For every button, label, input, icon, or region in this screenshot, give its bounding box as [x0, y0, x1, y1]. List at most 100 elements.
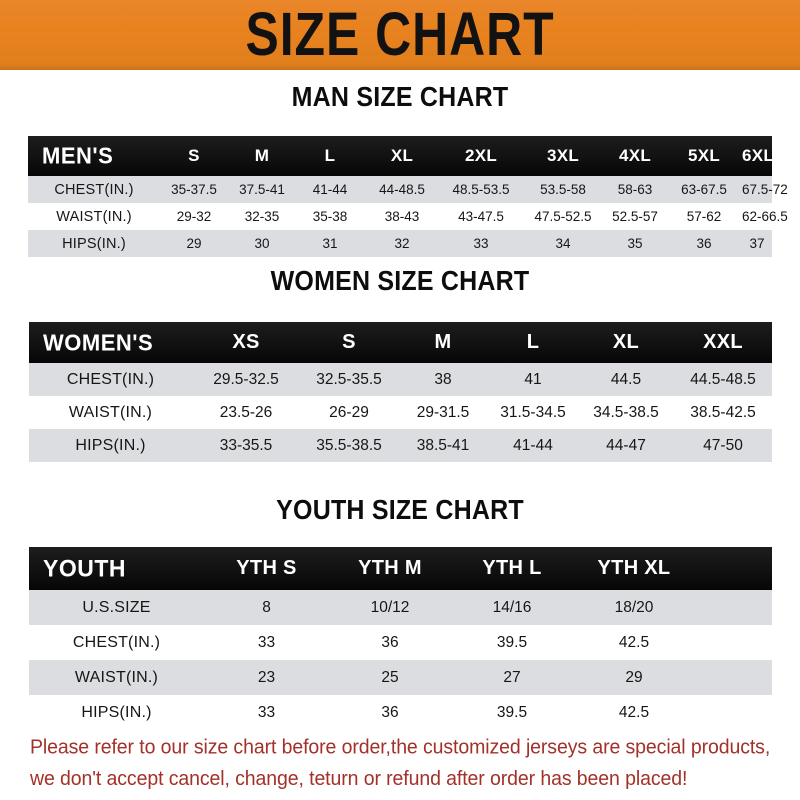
table-row: CHEST(IN.) 29.5-32.5 32.5-35.5 38 41 44.…	[29, 363, 772, 396]
women-waist-xl: 34.5-38.5	[593, 403, 659, 421]
table-row: CHEST(IN.) 35-37.5 37.5-41 41-44 44-48.5…	[28, 176, 788, 203]
men-chest-l: 41-44	[312, 182, 348, 197]
women-chest-s: 32.5-35.5	[316, 370, 382, 388]
youth-chest-m: 36	[381, 633, 399, 651]
men-col-l: L	[324, 146, 336, 165]
page-title: SIZE CHART	[245, 0, 555, 70]
men-row-label-waist: WAIST(IN.)	[56, 208, 132, 225]
men-hips-m: 30	[254, 236, 270, 251]
women-table-header-row: WOMEN'S XS S M L XL XXL	[29, 322, 772, 363]
youth-waist-l: 27	[503, 668, 521, 686]
youth-corner-label: YOUTH	[43, 554, 126, 582]
women-waist-l: 31.5-34.5	[500, 403, 566, 421]
men-col-s: S	[188, 146, 200, 165]
youth-hips-l: 39.5	[496, 703, 528, 721]
men-col-5xl: 5XL	[687, 146, 721, 165]
men-col-m: M	[254, 146, 270, 165]
table-row: U.S.SIZE 8 10/12 14/16 18/20	[29, 590, 772, 625]
women-row-label-waist: WAIST(IN.)	[68, 403, 153, 421]
women-hips-xl: 44-47	[606, 436, 646, 454]
men-chest-s: 35-37.5	[171, 182, 217, 197]
men-chest-2xl: 48.5-53.5	[452, 182, 510, 197]
youth-chest-xl: 42.5	[618, 633, 650, 651]
women-waist-m: 29-31.5	[416, 403, 470, 421]
men-chest-3xl: 53.5-58	[540, 182, 586, 197]
youth-hips-m: 36	[381, 703, 399, 721]
youth-waist-m: 25	[381, 668, 399, 686]
men-hips-l: 31	[322, 236, 338, 251]
men-col-xl: XL	[390, 146, 414, 165]
men-hips-6xl: 37	[749, 236, 765, 251]
youth-row-label-hips: HIPS(IN.)	[81, 703, 152, 721]
women-waist-xs: 23.5-26	[219, 403, 273, 421]
women-col-s: S	[342, 331, 356, 353]
youth-ussize-xl: 18/20	[614, 598, 654, 616]
page-banner: SIZE CHART	[0, 0, 800, 70]
men-waist-2xl: 43-47.5	[458, 209, 504, 224]
table-row: HIPS(IN.) 33 36 39.5 42.5	[29, 695, 772, 730]
table-row: HIPS(IN.) 29 30 31 32 33 34 35 36 37	[28, 230, 772, 257]
women-chest-xs: 29.5-32.5	[213, 370, 279, 388]
men-col-6xl: 6XL	[742, 146, 775, 165]
men-chest-6xl: 67.5-72	[742, 182, 788, 197]
youth-chest-s: 33	[257, 633, 276, 651]
men-hips-xl: 32	[394, 236, 410, 251]
women-hips-xs: 33-35.5	[219, 436, 273, 454]
men-col-4xl: 4XL	[618, 146, 652, 165]
women-col-xs: XS	[232, 331, 260, 353]
youth-ussize-s: 8	[262, 598, 271, 616]
men-waist-l: 35-38	[312, 209, 348, 224]
men-hips-3xl: 34	[555, 236, 571, 251]
order-policy-line-1: Please refer to our size chart before or…	[30, 735, 771, 759]
women-col-xl: XL	[612, 331, 640, 353]
youth-row-label-chest: CHEST(IN.)	[72, 633, 161, 651]
men-waist-3xl: 47.5-52.5	[534, 209, 592, 224]
table-row: WAIST(IN.) 29-32 32-35 35-38 38-43 43-47…	[28, 203, 788, 230]
women-chest-m: 38	[434, 370, 452, 388]
men-hips-s: 29	[186, 236, 202, 251]
youth-col-xl: YTH XL	[597, 557, 671, 579]
men-waist-s: 29-32	[176, 209, 212, 224]
women-size-table: WOMEN'S XS S M L XL XXL CHEST(IN.) 29.5-…	[29, 322, 772, 462]
men-chest-4xl: 58-63	[617, 182, 653, 197]
youth-pad-cell	[695, 590, 772, 625]
men-hips-2xl: 33	[473, 236, 489, 251]
men-row-label-chest: CHEST(IN.)	[54, 181, 134, 198]
youth-table-header-row: YOUTH YTH S YTH M YTH L YTH XL	[29, 547, 772, 590]
order-policy-line-2: we don't accept cancel, change, teturn o…	[30, 767, 688, 791]
women-hips-s: 35.5-38.5	[316, 436, 382, 454]
order-policy-note: Please refer to our size chart before or…	[30, 731, 778, 795]
women-chest-l: 41	[524, 370, 542, 388]
men-waist-m: 32-35	[244, 209, 280, 224]
men-waist-4xl: 52.5-57	[612, 209, 658, 224]
men-waist-5xl: 57-62	[686, 209, 722, 224]
women-col-m: M	[434, 331, 452, 353]
men-hips-5xl: 36	[696, 236, 712, 251]
youth-pad-cell	[695, 625, 772, 660]
youth-pad-cell	[695, 695, 772, 730]
table-row: HIPS(IN.) 33-35.5 35.5-38.5 38.5-41 41-4…	[29, 429, 772, 462]
women-chest-xl: 44.5	[610, 370, 642, 388]
youth-col-pad	[695, 547, 772, 590]
youth-waist-xl: 29	[625, 668, 643, 686]
man-section-heading: MAN SIZE CHART	[291, 81, 509, 113]
women-row-label-chest: CHEST(IN.)	[66, 370, 155, 388]
men-waist-xl: 38-43	[384, 209, 420, 224]
youth-col-s: YTH S	[236, 557, 297, 579]
youth-hips-xl: 42.5	[618, 703, 650, 721]
women-chest-xxl: 44.5-48.5	[690, 370, 756, 388]
women-waist-xxl: 38.5-42.5	[690, 403, 756, 421]
women-hips-l: 41-44	[513, 436, 553, 454]
women-waist-s: 26-29	[329, 403, 369, 421]
men-table-header-row: MEN'S S M L XL 2XL 3XL 4XL 5XL 6XL	[28, 136, 775, 176]
youth-pad-cell	[695, 660, 772, 695]
men-chest-xl: 44-48.5	[379, 182, 425, 197]
women-col-xxl: XXL	[703, 331, 743, 353]
table-row: WAIST(IN.) 23.5-26 26-29 29-31.5 31.5-34…	[29, 396, 772, 429]
youth-section-heading: YOUTH SIZE CHART	[276, 494, 524, 526]
youth-chest-l: 39.5	[496, 633, 528, 651]
women-corner-label: WOMEN'S	[43, 328, 154, 356]
youth-col-m: YTH M	[358, 557, 422, 579]
men-hips-4xl: 35	[627, 236, 643, 251]
